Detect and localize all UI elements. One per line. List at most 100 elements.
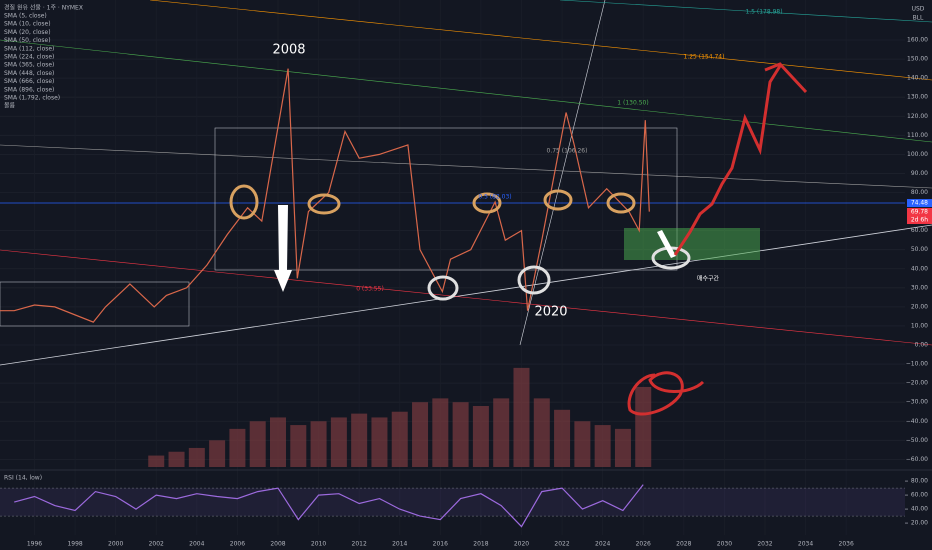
y-tick-label: 20.00 bbox=[911, 520, 928, 527]
circle bbox=[229, 184, 259, 220]
annotation: 2008 bbox=[272, 43, 305, 58]
volume-bar bbox=[290, 425, 307, 467]
x-tick-label: 2016 bbox=[433, 541, 448, 548]
projection bbox=[673, 62, 808, 256]
indicator: SMA (1,792, close) bbox=[4, 95, 60, 102]
y-tick-label: 60.00 bbox=[911, 227, 928, 234]
circle bbox=[472, 192, 502, 214]
x-tick-label: 2012 bbox=[352, 541, 367, 548]
x-tick-label: 2018 bbox=[473, 541, 488, 548]
y-tick-label: −10.00 bbox=[906, 361, 928, 368]
annotations bbox=[229, 62, 808, 416]
volume-bar bbox=[432, 398, 449, 467]
x-tick-label: 2014 bbox=[392, 541, 407, 548]
y-tick-label: 90.00 bbox=[911, 170, 928, 177]
support-line bbox=[0, 224, 932, 366]
circle bbox=[543, 189, 573, 211]
y-tick-label: 100.00 bbox=[907, 151, 928, 158]
y-tick-label: 80.00 bbox=[911, 478, 928, 485]
circle bbox=[427, 275, 459, 301]
price-tag bbox=[907, 199, 932, 208]
labels: 160.00 150.00 140.00 130.00 120.00 110.00 100.… bbox=[4, 4, 932, 548]
grid bbox=[0, 39, 932, 524]
y-tick-label: −40.00 bbox=[906, 418, 928, 425]
price-label: 69.78 bbox=[911, 208, 928, 215]
volume-bar bbox=[209, 440, 226, 467]
volume-bar bbox=[391, 411, 408, 467]
legend-entry: 볼륨 bbox=[4, 103, 16, 110]
x-tick-label: 2008 bbox=[270, 541, 285, 548]
fib-line bbox=[0, 249, 932, 346]
y-tick-label: 80.00 bbox=[911, 189, 928, 196]
fib-label: 0.5 (82.03) bbox=[478, 194, 511, 201]
trend-line bbox=[519, 0, 606, 346]
x-tick-label: 2006 bbox=[230, 541, 245, 548]
indicator: SMA (10, close) bbox=[4, 21, 51, 28]
y-tick-label: 50.00 bbox=[911, 246, 928, 253]
y-tick-label: 40.00 bbox=[911, 506, 928, 513]
range-box bbox=[214, 127, 678, 271]
x-tick-label: 2034 bbox=[798, 541, 813, 548]
x-tick-label: 2000 bbox=[108, 541, 123, 548]
y-tick-label: −50.00 bbox=[906, 437, 928, 444]
x-tick-label: 2020 bbox=[514, 541, 529, 548]
indicator: SMA (365, close) bbox=[4, 62, 54, 69]
x-tick-label: 2030 bbox=[717, 541, 732, 548]
y-tick-label: 10.00 bbox=[911, 322, 928, 329]
annotation: 2020 bbox=[534, 305, 567, 320]
volume-bar bbox=[513, 367, 530, 467]
fib-line bbox=[0, 144, 932, 189]
y-tick-label: 150.00 bbox=[907, 56, 928, 63]
circle bbox=[606, 192, 636, 214]
volume-bar bbox=[635, 386, 652, 467]
volume-bar bbox=[148, 455, 165, 467]
chart-title: RSI (14, low) bbox=[4, 475, 42, 482]
fib-line bbox=[559, 0, 932, 23]
scribble bbox=[627, 371, 705, 416]
range-box bbox=[0, 281, 190, 327]
currency: USD bbox=[912, 6, 925, 13]
price-line bbox=[0, 68, 650, 323]
countdown-tag bbox=[907, 215, 932, 224]
volume-bar bbox=[452, 402, 469, 467]
volume-bar bbox=[310, 421, 327, 467]
volume-bar bbox=[330, 417, 347, 467]
volume-bar bbox=[472, 406, 489, 467]
volume-bar bbox=[533, 398, 550, 467]
volume-bar bbox=[229, 428, 246, 467]
y-tick-label: 60.00 bbox=[911, 492, 928, 499]
y-tick-label: 20.00 bbox=[911, 303, 928, 310]
price-tag bbox=[907, 207, 932, 216]
buy-zone bbox=[624, 228, 760, 260]
volume-bar bbox=[351, 413, 368, 467]
fib-label: 1 (130.50) bbox=[617, 100, 648, 107]
indicator: SMA (448, close) bbox=[4, 70, 54, 77]
volume-bar bbox=[371, 417, 388, 467]
volume-bar bbox=[269, 417, 286, 467]
y-tick-label: 130.00 bbox=[907, 94, 928, 101]
x-tick-label: 2026 bbox=[636, 541, 651, 548]
chart-title: 경질 원유 선물 · 1주 · NYMEX bbox=[4, 4, 83, 12]
countdown: 2d 6h bbox=[911, 216, 928, 223]
y-tick-label: 140.00 bbox=[907, 75, 928, 82]
volume-bar bbox=[554, 409, 571, 467]
indicator: SMA (5, close) bbox=[4, 13, 47, 20]
indicator: SMA (20, close) bbox=[4, 29, 51, 36]
unit: BLL bbox=[913, 15, 924, 22]
volume-bar bbox=[168, 451, 185, 467]
price-line bbox=[14, 484, 644, 528]
plot bbox=[0, 68, 652, 528]
y-tick-label: 110.00 bbox=[907, 132, 928, 139]
volume-bar bbox=[574, 421, 591, 467]
indicator: SMA (50, close) bbox=[4, 37, 51, 44]
indicator: SMA (666, close) bbox=[4, 78, 54, 85]
x-tick-label: 2004 bbox=[189, 541, 204, 548]
rsi-band bbox=[0, 488, 905, 517]
volume-bar bbox=[412, 402, 429, 467]
y-tick-label: 30.00 bbox=[911, 284, 928, 291]
volume-bar bbox=[493, 398, 510, 467]
y-tick-label: −30.00 bbox=[906, 399, 928, 406]
circle bbox=[307, 193, 341, 215]
fib-line bbox=[0, 39, 932, 143]
